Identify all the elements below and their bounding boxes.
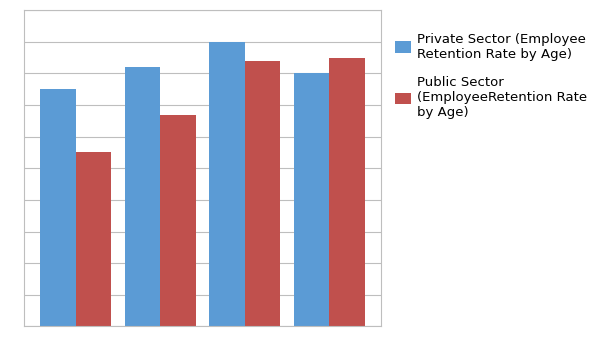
- Bar: [209, 42, 245, 326]
- Bar: [76, 152, 111, 326]
- Legend: Private Sector (Employee
Retention Rate by Age), Public Sector
(EmployeeRetentio: Private Sector (Employee Retention Rate …: [395, 33, 587, 119]
- Bar: [330, 57, 365, 326]
- Bar: [160, 115, 196, 326]
- Bar: [294, 73, 330, 326]
- Bar: [125, 67, 160, 326]
- Bar: [41, 89, 76, 326]
- Bar: [245, 61, 281, 326]
